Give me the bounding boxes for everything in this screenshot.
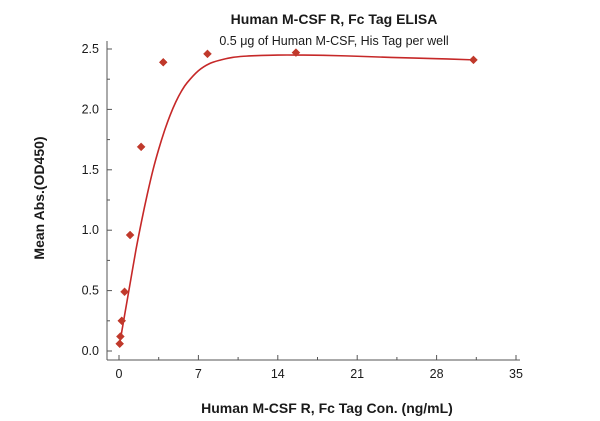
y-tick-label: 1.5 bbox=[82, 163, 99, 177]
x-tick-label: 35 bbox=[509, 367, 523, 381]
plot-area: 0.0 0.5 1.0 1.5 2.0 2.5 0 7 14 21 28 35 bbox=[82, 41, 523, 381]
data-point bbox=[158, 57, 168, 67]
data-point bbox=[125, 230, 135, 240]
y-tick-label: 2.5 bbox=[82, 42, 99, 56]
y-tick-label: 2.0 bbox=[82, 102, 99, 116]
x-tick-label: 14 bbox=[271, 367, 285, 381]
x-tick-label: 21 bbox=[350, 367, 364, 381]
data-point bbox=[115, 339, 125, 349]
data-point bbox=[203, 49, 212, 59]
y-tick-label: 1.0 bbox=[82, 223, 99, 237]
chart-subtitle: 0.5 μg of Human M-CSF, His Tag per well bbox=[219, 34, 448, 48]
y-axis-label: Mean Abs.(OD450) bbox=[31, 136, 47, 259]
y-axis-ticks: 0.0 0.5 1.0 1.5 2.0 2.5 bbox=[82, 42, 112, 358]
y-tick-label: 0.5 bbox=[82, 284, 99, 298]
data-point bbox=[120, 287, 129, 297]
fit-curve bbox=[118, 54, 474, 344]
y-tick-label: 0.0 bbox=[82, 344, 99, 358]
x-tick-label: 0 bbox=[116, 367, 123, 381]
x-tick-label: 28 bbox=[430, 367, 444, 381]
x-tick-label: 7 bbox=[195, 367, 202, 381]
data-point bbox=[291, 48, 301, 57]
x-axis-ticks: 0 7 14 21 28 35 bbox=[116, 355, 523, 381]
data-point bbox=[116, 332, 125, 341]
x-axis-label: Human M-CSF R, Fc Tag Con. (ng/mL) bbox=[201, 400, 453, 416]
data-point bbox=[117, 316, 127, 326]
data-point bbox=[469, 55, 478, 65]
chart-title: Human M-CSF R, Fc Tag ELISA bbox=[231, 11, 438, 27]
data-point bbox=[136, 142, 146, 152]
data-points bbox=[115, 48, 478, 349]
